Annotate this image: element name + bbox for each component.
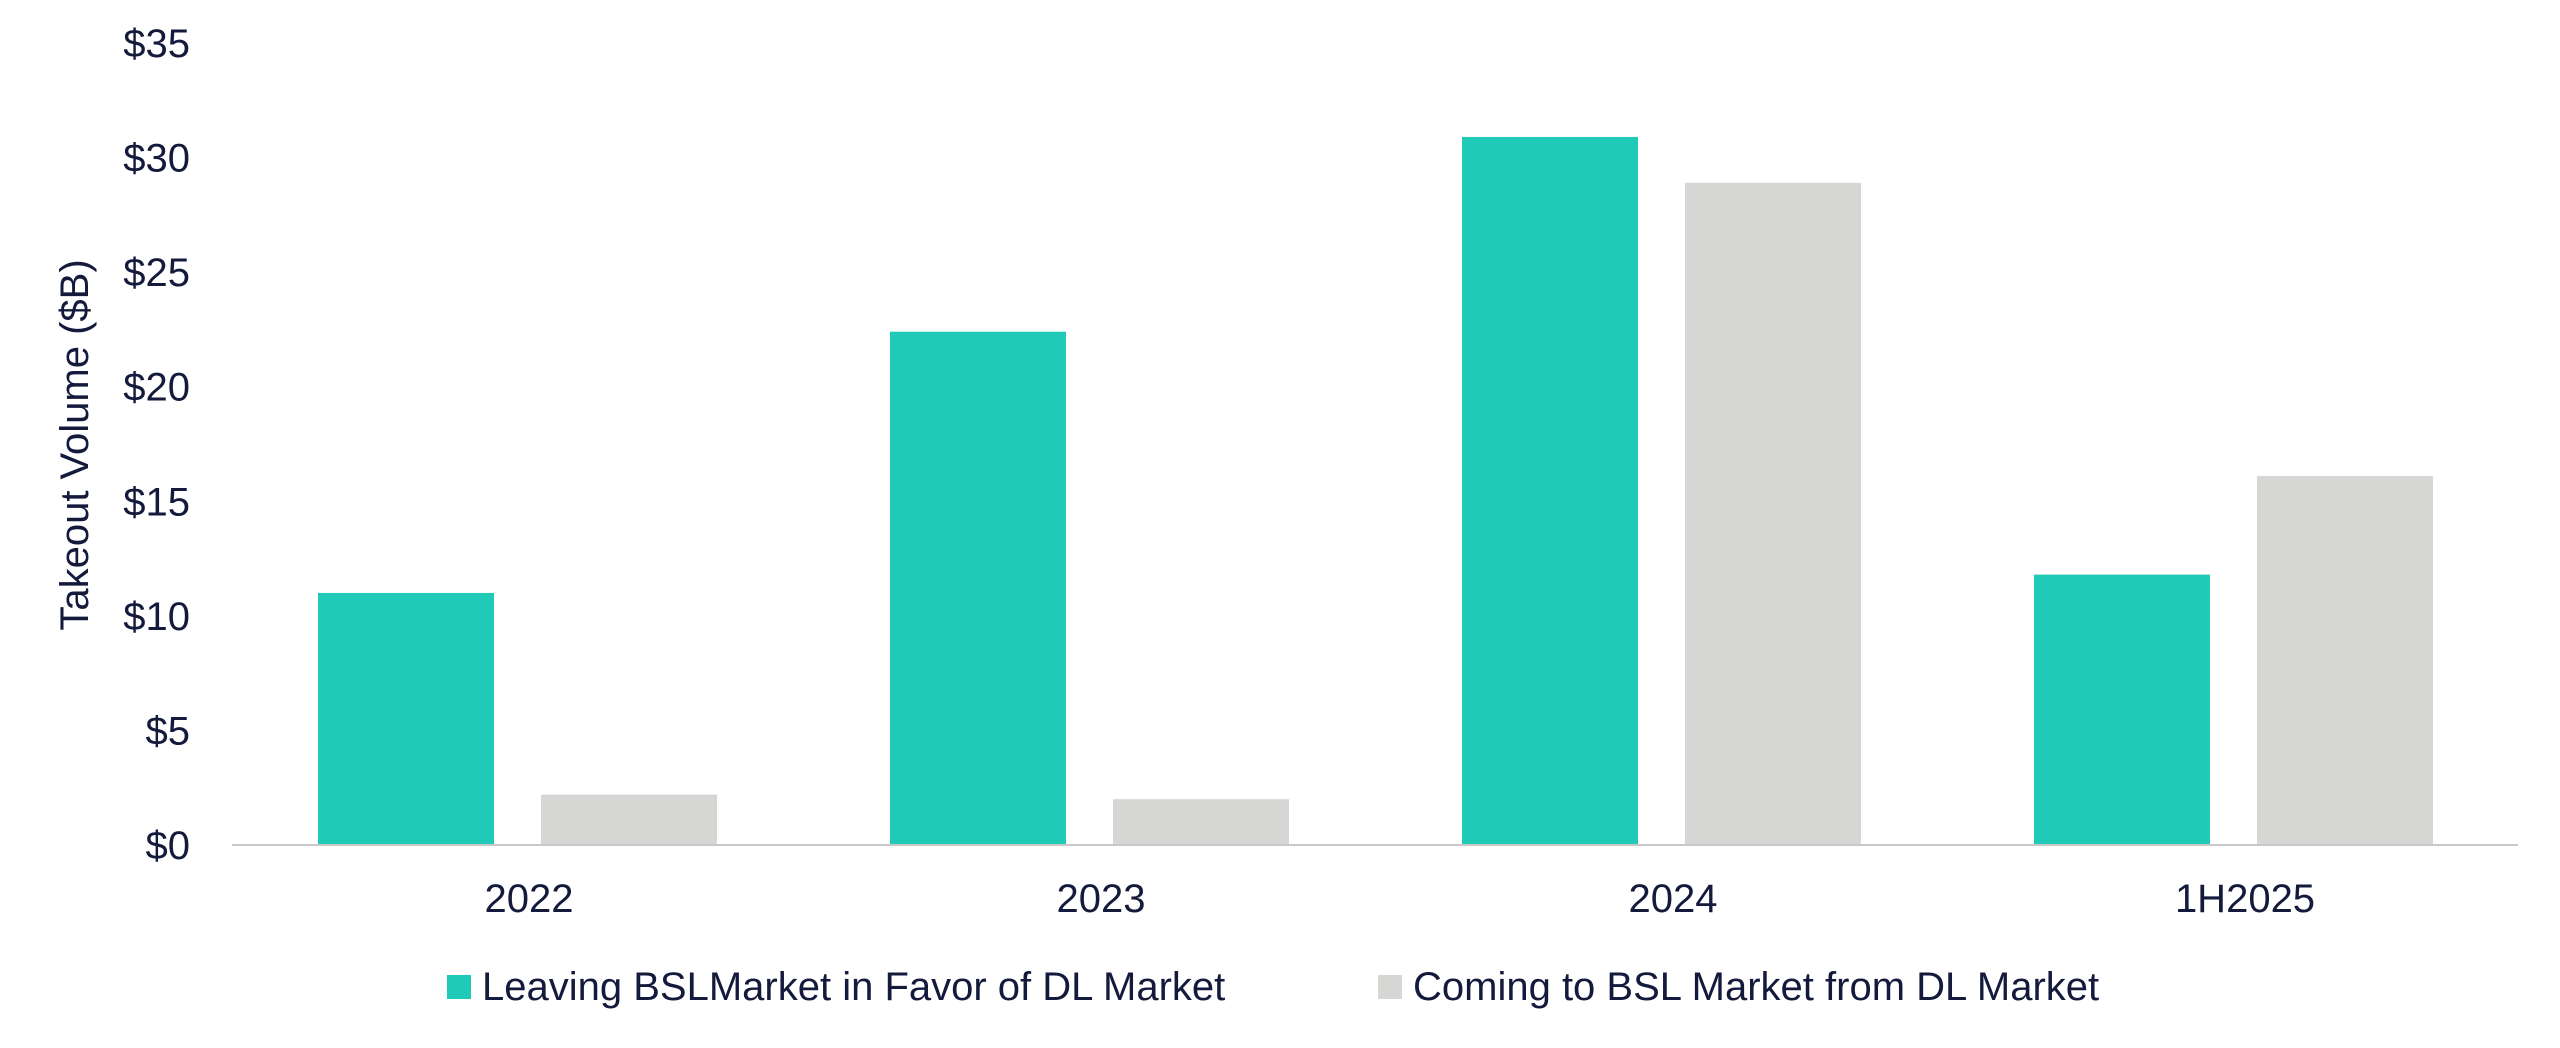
bar-coming-2023	[1113, 799, 1289, 845]
y-tick-label: $15	[123, 480, 190, 524]
y-axis-title: Takeout Volume ($B)	[53, 259, 97, 630]
y-tick-label: $0	[146, 824, 191, 868]
y-tick-label: $10	[123, 595, 190, 639]
x-tick-label: 1H2025	[2175, 877, 2315, 921]
legend-label: Coming to BSL Market from DL Market	[1413, 965, 2099, 1009]
y-tick-label: $20	[123, 366, 190, 410]
bars	[318, 136, 2433, 846]
y-tick-label: $30	[123, 137, 190, 181]
legend-swatch	[447, 975, 471, 999]
bar-leaving-2022	[318, 592, 494, 845]
bar-coming-1h2025	[2257, 476, 2433, 845]
y-tick-label: $25	[123, 251, 190, 295]
x-axis-ticks: 2022 2023 2024 1H2025	[485, 877, 2316, 921]
legend-item: Leaving BSLMarket in Favor of DL Market	[447, 965, 1225, 1009]
y-tick-label: $5	[146, 709, 191, 753]
legend-label: Leaving BSLMarket in Favor of DL Market	[482, 965, 1225, 1009]
legend-item: Coming to BSL Market from DL Market	[1378, 965, 2099, 1009]
bar-leaving-2023	[890, 331, 1066, 846]
bar-coming-2024	[1685, 182, 1861, 845]
y-tick-label: $35	[123, 22, 190, 66]
legend-swatch	[1378, 975, 1402, 999]
x-tick-label: 2022	[485, 877, 574, 921]
x-tick-label: 2024	[1629, 877, 1718, 921]
bar-coming-2022	[541, 794, 717, 845]
bar-leaving-1h2025	[2034, 574, 2210, 845]
y-axis-ticks: $0 $5 $10 $15 $20 $25 $30 $35	[123, 22, 190, 868]
bar-leaving-2024	[1462, 136, 1638, 845]
legend: Leaving BSLMarket in Favor of DL Market C…	[447, 965, 2099, 1009]
x-tick-label: 2023	[1057, 877, 1146, 921]
